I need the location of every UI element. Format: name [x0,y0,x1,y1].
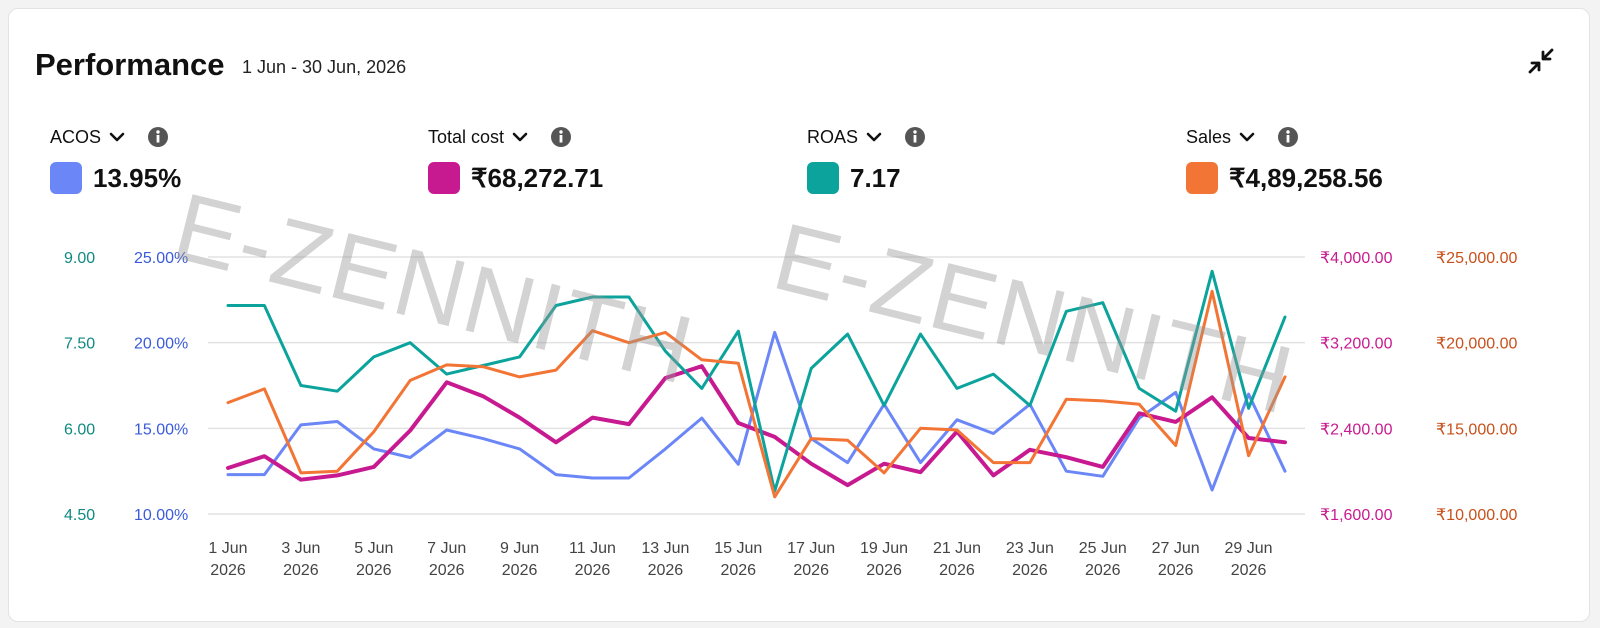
performance-card: Performance 1 Jun - 30 Jun, 2026 [8,8,1590,622]
metric-swatch-sales[interactable] [1186,162,1218,194]
metric-label-acos[interactable]: ACOS [50,126,102,147]
metric-swatch-total-cost[interactable] [428,162,460,194]
chevron-down-icon[interactable] [866,129,882,145]
metric-label-total-cost[interactable]: Total cost [428,126,505,147]
metric-label-sales[interactable]: Sales [1186,126,1232,147]
page-title: Performance [35,47,225,82]
chevron-down-icon[interactable] [109,129,125,145]
metric-roas: ROAS 7.17 [807,124,926,194]
info-icon[interactable] [550,126,572,148]
metric-value-acos: 13.95% [93,162,182,193]
info-icon[interactable] [147,126,169,148]
metric-value-sales: ₹4,89,258.56 [1229,162,1383,193]
metric-sales: Sales ₹4,89,258.56 [1186,124,1383,194]
date-range: 1 Jun - 30 Jun, 2026 [242,57,407,77]
metric-swatch-roas[interactable] [807,162,839,194]
chevron-down-icon[interactable] [512,129,528,145]
info-icon[interactable] [1277,126,1299,148]
metric-total-cost: Total cost ₹68,272.71 [428,124,603,194]
info-icon[interactable] [904,126,926,148]
metric-label-roas[interactable]: ROAS [807,126,859,147]
metric-value-total-cost: ₹68,272.71 [471,162,604,193]
metric-acos: ACOS 13.95% [50,124,181,194]
chevron-down-icon[interactable] [1239,129,1255,145]
metric-swatch-acos[interactable] [50,162,82,194]
metric-value-roas: 7.17 [850,162,901,193]
collapse-icon[interactable] [1528,48,1554,74]
